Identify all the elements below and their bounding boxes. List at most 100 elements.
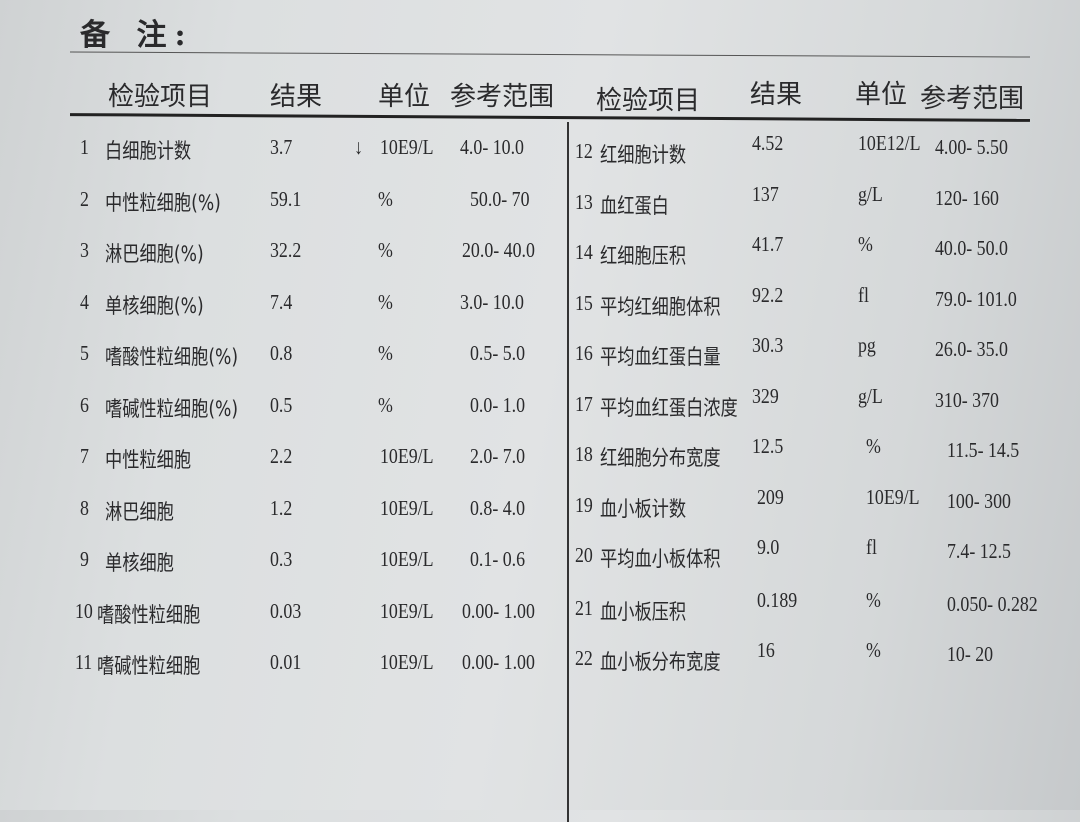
item-name: 红细胞计数	[600, 143, 687, 167]
result-value: 7.4	[270, 289, 293, 314]
row-number: 20	[575, 543, 593, 567]
item-name: 嗜碱性粒细胞(%)	[105, 396, 239, 421]
unit: 10E12/L	[858, 131, 921, 155]
row-number: 12	[575, 139, 593, 163]
reference-range: 3.0- 10.0	[460, 289, 524, 314]
result-value: 0.3	[270, 547, 293, 571]
reference-range: 40.0- 50.0	[935, 236, 1008, 260]
item-name: 平均红细胞体积	[600, 294, 721, 319]
row-number: 6	[80, 392, 89, 417]
low-flag-icon: ↓	[354, 135, 363, 159]
row-number: 21	[575, 595, 593, 620]
reference-range: 0.8- 4.0	[470, 495, 526, 520]
reference-range: 20.0- 40.0	[462, 238, 535, 262]
result-value: 0.189	[757, 587, 798, 612]
reference-range: 50.0- 70	[470, 186, 530, 211]
item-name: 淋巴细胞(%)	[105, 242, 204, 266]
item-name: 血小板计数	[600, 496, 687, 521]
unit: 10E9/L	[380, 650, 434, 674]
item-name: 单核细胞(%)	[105, 293, 204, 318]
item-name: 血小板压积	[600, 599, 687, 624]
reference-range: 310- 370	[935, 387, 999, 412]
reference-range: 4.00- 5.50	[935, 135, 1008, 159]
row-number: 10	[75, 598, 93, 623]
reference-range: 2.0- 7.0	[470, 444, 526, 468]
reference-range: 0.0- 1.0	[470, 392, 526, 417]
item-name: 中性粒细胞(%)	[105, 190, 221, 215]
unit: 10E9/L	[380, 444, 434, 468]
unit: 10E9/L	[380, 495, 434, 520]
reference-range: 0.00- 1.00	[462, 650, 535, 674]
item-name: 中性粒细胞	[105, 448, 192, 472]
row-number: 2	[80, 186, 89, 211]
result-value: 0.01	[270, 650, 302, 674]
header-range-right: 参考范围	[920, 84, 1025, 114]
result-value: 0.8	[270, 341, 293, 365]
unit: %	[378, 186, 393, 211]
result-value: 1.2	[270, 495, 293, 520]
unit: 10E9/L	[380, 547, 434, 571]
unit: g/L	[858, 383, 883, 408]
result-value: 16	[757, 638, 775, 662]
unit: %	[378, 341, 393, 365]
reference-range: 0.5- 5.0	[470, 341, 526, 365]
item-name: 平均血红蛋白量	[600, 345, 721, 369]
item-name: 平均血小板体积	[600, 547, 721, 571]
item-name: 单核细胞	[105, 551, 174, 575]
header-unit-right: 单位	[855, 80, 908, 110]
unit: fl	[858, 282, 869, 307]
result-value: 329	[752, 383, 779, 408]
divider-top	[70, 51, 1030, 58]
reference-range: 10- 20	[947, 642, 994, 666]
result-value: 9.0	[757, 535, 780, 559]
header-result-left: 结果	[270, 82, 323, 112]
unit: %	[866, 434, 881, 458]
reference-range: 79.0- 101.0	[935, 286, 1017, 311]
reference-range: 120- 160	[935, 185, 999, 210]
result-value: 209	[757, 484, 784, 509]
item-name: 嗜碱性粒细胞	[97, 654, 201, 678]
result-value: 137	[752, 181, 779, 206]
row-number: 17	[575, 391, 593, 416]
result-value: 2.2	[270, 444, 293, 468]
result-value: 3.7	[270, 135, 293, 159]
header-item-left: 检验项目	[108, 82, 213, 112]
unit: 10E9/L	[866, 484, 920, 509]
unit: %	[378, 392, 393, 417]
row-number: 8	[80, 495, 89, 520]
result-value: 4.52	[752, 131, 784, 155]
unit: fl	[866, 535, 877, 559]
result-value: 41.7	[752, 232, 784, 256]
header-result-right: 结果	[750, 80, 803, 110]
reference-range: 26.0- 35.0	[935, 337, 1008, 361]
reference-range: 0.00- 1.00	[462, 598, 535, 623]
row-number: 18	[575, 442, 593, 466]
row-number: 16	[575, 341, 593, 365]
unit: %	[866, 638, 881, 662]
unit: %	[858, 232, 873, 256]
result-value: 59.1	[270, 186, 302, 211]
result-value: 0.03	[270, 598, 302, 623]
item-name: 红细胞分布宽度	[600, 446, 721, 470]
row-number: 7	[80, 444, 89, 468]
remark-label: 备 注:	[80, 18, 194, 53]
item-name: 血红蛋白	[600, 193, 669, 218]
item-name: 淋巴细胞	[105, 499, 174, 524]
unit: %	[866, 587, 881, 612]
result-value: 32.2	[270, 238, 302, 262]
unit: %	[378, 238, 393, 262]
unit: pg	[858, 333, 876, 357]
column-divider	[567, 122, 569, 822]
row-number: 14	[575, 240, 593, 264]
header-item-right: 检验项目	[596, 86, 701, 116]
result-value: 92.2	[752, 282, 784, 307]
item-name: 平均血红蛋白浓度	[600, 395, 738, 420]
reference-range: 4.0- 10.0	[460, 135, 524, 159]
result-value: 0.5	[270, 392, 293, 417]
reference-range: 0.050- 0.282	[947, 591, 1038, 616]
row-number: 1	[80, 135, 89, 159]
unit: g/L	[858, 181, 883, 206]
header-unit-left: 单位	[378, 82, 431, 112]
header-divider	[69, 113, 1031, 122]
item-name: 白细胞计数	[105, 139, 192, 163]
